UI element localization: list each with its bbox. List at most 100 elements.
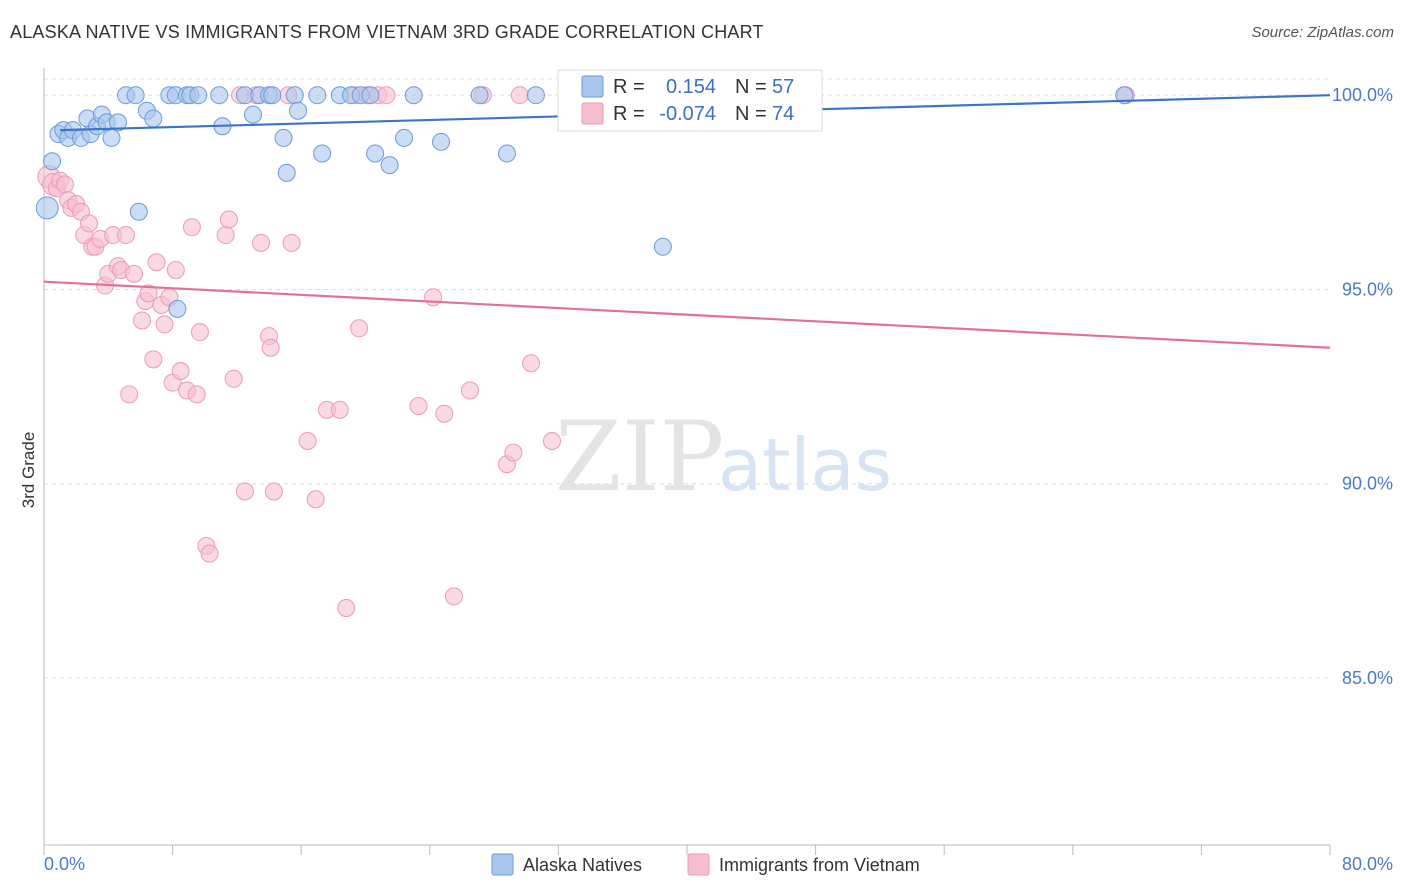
vietnam-immigrant-point <box>187 385 206 404</box>
watermark-atlas: atlas <box>718 423 892 507</box>
watermark-zip: ZIP <box>555 401 724 513</box>
vietnam-immigrant-point <box>182 218 201 237</box>
vietnam-immigrant-point <box>282 233 301 252</box>
alaska-native-point <box>43 152 62 171</box>
y-tick-label: 85.0% <box>1342 668 1393 688</box>
alaska-native-point <box>274 128 293 147</box>
vietnam-immigrant-point <box>133 311 152 330</box>
chart-title: ALASKA NATIVE VS IMMIGRANTS FROM VIETNAM… <box>10 22 764 42</box>
legend-top-n-label: N = <box>735 76 767 98</box>
vietnam-immigrant-point <box>219 210 238 229</box>
vietnam-immigrant-point <box>216 226 235 245</box>
vietnam-immigrant-point <box>171 362 190 381</box>
vietnam-immigrant-point <box>377 86 396 105</box>
legend-top-r-label: R = <box>613 76 645 98</box>
legend-top: R = 0.154 N = 57 R = -0.074 N = 74 <box>557 69 823 132</box>
y-tick-labels: 85.0% 90.0% 95.0% 100.0% <box>1332 85 1393 688</box>
x-tick-label: 0.0% <box>44 854 85 874</box>
legend-label-immigrants-from-vietnam: Immigrants from Vietnam <box>719 855 920 875</box>
alaska-native-point <box>285 86 304 105</box>
alaska-native-point <box>497 144 516 163</box>
y-tick-label: 100.0% <box>1332 85 1393 105</box>
alaska-native-point <box>313 144 332 163</box>
y-tick-label: 95.0% <box>1342 279 1393 299</box>
alaska-native-point <box>243 105 262 124</box>
vietnam-immigrant-point <box>522 354 541 373</box>
vietnam-immigrant-point <box>504 443 523 462</box>
alaska-native-point <box>395 128 414 147</box>
legend-bottom: Alaska Natives Immigrants from Vietnam <box>491 853 920 876</box>
vietnam-immigrant-point <box>55 175 74 194</box>
alaska-native-point <box>126 86 145 105</box>
vietnam-immigrant-point <box>190 323 209 342</box>
alaska-native-point <box>380 156 399 175</box>
alaska-native-point <box>129 202 148 221</box>
x-tick-labels: 0.0% 80.0% <box>44 854 1393 874</box>
vietnam-immigrant-point <box>200 544 219 563</box>
y-tick-label: 90.0% <box>1342 474 1393 494</box>
alaska-native-point <box>288 101 307 120</box>
legend-top-n-value: 74 <box>772 103 794 125</box>
alaska-native-point <box>432 132 451 151</box>
alaska-native-point <box>210 86 229 105</box>
alaska-native-point <box>653 237 672 256</box>
vietnam-immigrant-point <box>261 338 280 357</box>
alaska-native-point <box>308 86 327 105</box>
vietnam-immigrant-point <box>435 404 454 423</box>
alaska-native-point <box>1115 86 1134 105</box>
vietnam-immigrant-point <box>166 261 185 280</box>
alaska-native-point <box>102 128 121 147</box>
vietnam-immigrant-point <box>125 264 144 283</box>
vietnam-immigrant-point <box>444 587 463 606</box>
vietnam-immigrant-point <box>139 284 158 303</box>
alaska-native-point <box>263 86 282 105</box>
legend-top-n-value: 57 <box>772 76 794 98</box>
alaska-native-point <box>144 109 163 128</box>
legend-label-alaska-natives: Alaska Natives <box>523 855 642 875</box>
vietnam-immigrant-point <box>510 86 529 105</box>
alaska-native-point <box>526 86 545 105</box>
alaska-native-point <box>361 86 380 105</box>
alaska-native-point <box>168 299 187 318</box>
vietnam-immigrant-point <box>350 319 369 338</box>
legend-top-n-label: N = <box>735 103 767 125</box>
vietnam-immigrant-point <box>116 226 135 245</box>
trend-line-immigrants-from-vietnam <box>43 280 1331 349</box>
legend-top-r-value: 0.154 <box>666 76 716 98</box>
alaska-native-point <box>108 113 127 132</box>
legend-swatch-alaska-natives[interactable] <box>491 853 514 876</box>
vietnam-immigrant-point <box>252 233 271 252</box>
y-axis-label: 3rd Grade <box>19 432 38 509</box>
legend-swatch-immigrants-from-vietnam[interactable] <box>687 853 710 876</box>
vietnam-immigrant-point <box>120 385 139 404</box>
vietnam-immigrant-point <box>460 381 479 400</box>
alaska-native-point <box>404 86 423 105</box>
vietnam-immigrant-point <box>424 288 443 307</box>
vietnam-immigrant-point <box>409 396 428 415</box>
alaska-native-point <box>277 163 296 182</box>
alaska-native-point <box>366 144 385 163</box>
watermark: ZIP atlas <box>555 401 892 513</box>
vietnam-immigrant-point <box>298 431 317 450</box>
vietnam-immigrant-point <box>80 214 99 233</box>
legend-top-r-label: R = <box>613 103 645 125</box>
x-tick-label: 80.0% <box>1342 854 1393 874</box>
vietnam-immigrant-point <box>224 369 243 388</box>
vietnam-immigrant-point <box>306 490 325 509</box>
source-credit: Source: ZipAtlas.com <box>1251 24 1394 41</box>
vietnam-immigrant-point <box>147 253 166 272</box>
vietnam-immigrant-point <box>235 482 254 501</box>
legend-top-swatch-alaska-natives <box>581 75 604 98</box>
legend-top-swatch-immigrants-from-vietnam <box>581 102 604 125</box>
vietnam-immigrant-point <box>144 350 163 369</box>
vietnam-immigrant-point <box>330 400 349 419</box>
vietnam-immigrant-point <box>542 431 561 450</box>
alaska-native-point <box>189 86 208 105</box>
legend-top-r-value: -0.074 <box>659 103 716 125</box>
vietnam-immigrant-point <box>155 315 174 334</box>
alaska-native-point <box>35 196 59 220</box>
vietnam-immigrant-point <box>264 482 283 501</box>
alaska-native-point <box>470 86 489 105</box>
series-immigrants-from-vietnam-points <box>37 86 1135 618</box>
